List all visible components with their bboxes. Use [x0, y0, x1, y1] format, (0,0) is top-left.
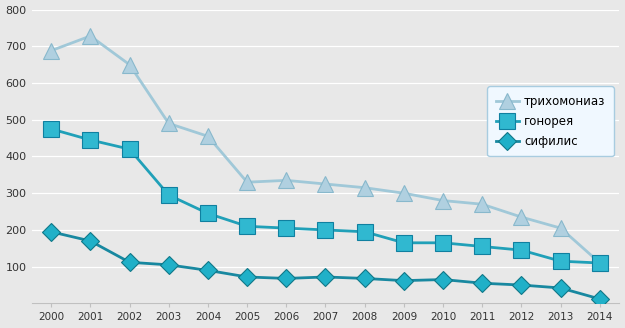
Legend: трихомониаз, гонорея, сифилис: трихомониаз, гонорея, сифилис — [488, 86, 614, 156]
